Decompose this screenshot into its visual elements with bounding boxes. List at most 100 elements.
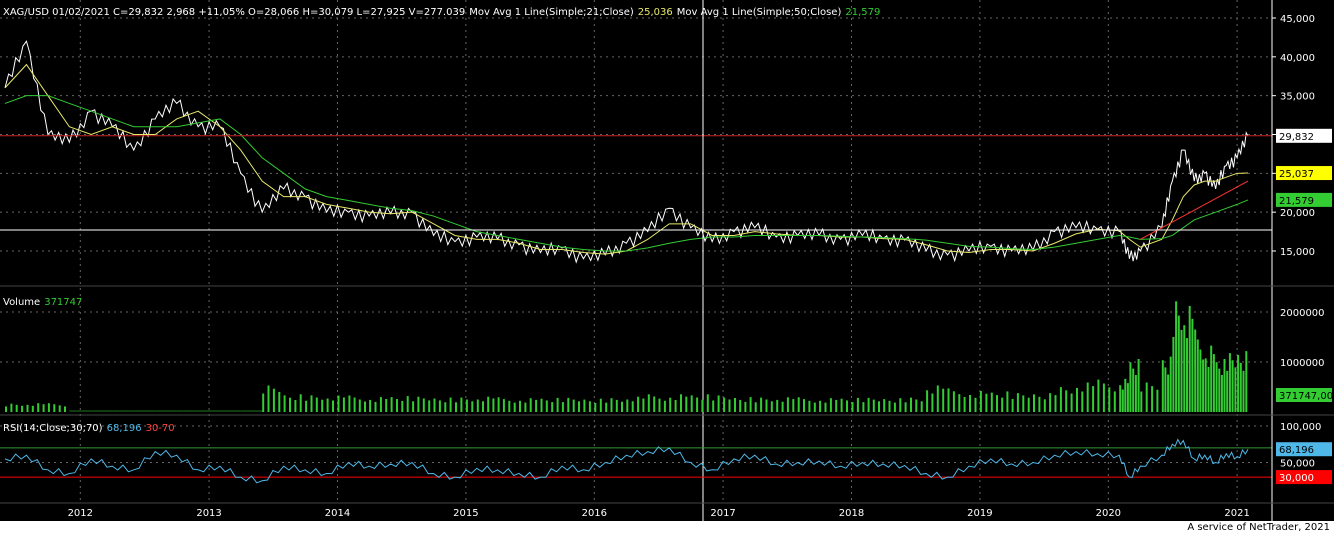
volume-bar (936, 385, 939, 412)
volume-bar (1228, 353, 1231, 412)
volume-bar (862, 402, 865, 412)
volume-bar (524, 402, 527, 412)
volume-bar (1016, 393, 1019, 412)
volume-bar (792, 399, 795, 412)
volume-bar (476, 399, 479, 412)
volume-bar (846, 400, 848, 412)
volume-bar (406, 396, 409, 412)
volume-bar (706, 394, 709, 412)
volume-bar (835, 399, 838, 412)
volume-bar (396, 399, 398, 412)
volume-bar (910, 397, 912, 412)
volume-bar (754, 402, 757, 413)
volume-bar (690, 395, 693, 412)
volume-bar (776, 399, 779, 412)
volume-bar (42, 404, 45, 412)
x-axis-label: 2013 (196, 508, 221, 519)
volume-bar (642, 398, 645, 412)
volume-bar (572, 399, 575, 412)
price-axis-label: 15,000 (1280, 247, 1315, 258)
volume-bar (658, 398, 661, 412)
volume-bar (856, 397, 859, 412)
volume-bar (449, 397, 452, 412)
volume-bar (379, 397, 382, 412)
volume-bar (1188, 305, 1191, 412)
volume-bar (353, 397, 356, 412)
volume-bar (502, 399, 505, 412)
x-axis-label: 2018 (839, 508, 864, 519)
volume-bar (438, 400, 441, 412)
volume-bar (465, 399, 468, 412)
price-axis-label: 45,000 (1280, 14, 1315, 25)
volume-bar (374, 401, 377, 412)
volume-bar (969, 395, 971, 412)
volume-bar (626, 399, 629, 412)
volume-bar (1218, 368, 1221, 412)
volume-bar (958, 394, 961, 412)
footer: A service of NetTrader, 2021 (0, 521, 1334, 535)
volume-bar (1164, 367, 1167, 412)
oversold-badge-bg (1276, 470, 1332, 485)
volume-bar (1065, 390, 1068, 412)
volume-bar (1151, 386, 1154, 412)
volume-bar (1124, 378, 1127, 412)
sma21-badge: 25,037 (1279, 169, 1314, 180)
x-axis-label: 2021 (1224, 508, 1249, 519)
volume-bar (723, 397, 726, 412)
volume-bar (321, 399, 324, 412)
volume-bar (1076, 387, 1078, 412)
volume-bar (1207, 367, 1210, 412)
volume-bar (904, 402, 907, 413)
volume-bar (1049, 393, 1052, 412)
x-axis-label: 2016 (582, 508, 607, 519)
volume-bar (364, 401, 366, 412)
volume-axis-label: 2000000 (1280, 308, 1325, 319)
volume-bar (1086, 382, 1089, 412)
rsi-axis-label: 50,000 (1280, 459, 1315, 470)
trend-line (1140, 180, 1249, 240)
rsi-header-bands: 30-70 (146, 423, 175, 434)
volume-bar (888, 400, 891, 412)
volume-bar (1156, 389, 1159, 412)
volume-bar (1196, 339, 1199, 412)
volume-bar (712, 400, 715, 412)
volume-bar (931, 393, 934, 412)
volume-bar (1177, 315, 1180, 412)
volume-bar (1145, 382, 1148, 412)
volume-bar (878, 401, 880, 412)
volume-bar (348, 395, 351, 412)
sma21-badge-bg (1276, 166, 1332, 181)
price-panel (0, 0, 1272, 521)
volume-bar (947, 388, 950, 412)
volume-bar (460, 397, 463, 412)
volume-bar (770, 401, 773, 412)
volume-bar (567, 397, 570, 412)
volume-bar (669, 397, 672, 412)
volume-bar (1183, 325, 1186, 412)
volume-bar (717, 395, 720, 412)
volume-bar (529, 398, 532, 412)
volume-bar (696, 397, 699, 412)
price-axis-label: 40,000 (1280, 53, 1315, 64)
rsi-header-value: 68,196 (107, 423, 142, 434)
volume-bar (1121, 389, 1124, 412)
price-series-line (4, 40, 1249, 264)
volume-header-value: 371747 (44, 297, 82, 308)
volume-bar (64, 406, 66, 412)
x-axis-label: 2014 (325, 508, 350, 519)
volume-bar (1132, 368, 1135, 412)
volume-bar (1001, 397, 1004, 412)
volume-bar (1242, 370, 1245, 413)
volume-bar (605, 402, 608, 412)
volume-bar (21, 405, 24, 412)
volume-bar (647, 394, 650, 412)
volume-bar (1006, 391, 1009, 412)
volume-bar (1097, 379, 1100, 412)
sma50-legend: Mov Avg 1 Line(Simple;50;Close) (677, 7, 842, 18)
volume-header: Volume 371747 (3, 297, 82, 308)
volume-bar (797, 397, 800, 412)
volume-bar (1137, 359, 1140, 412)
volume-bar (1092, 386, 1095, 412)
rsi-badge: 68,196 (1279, 445, 1314, 456)
volume-bar (1175, 301, 1178, 412)
